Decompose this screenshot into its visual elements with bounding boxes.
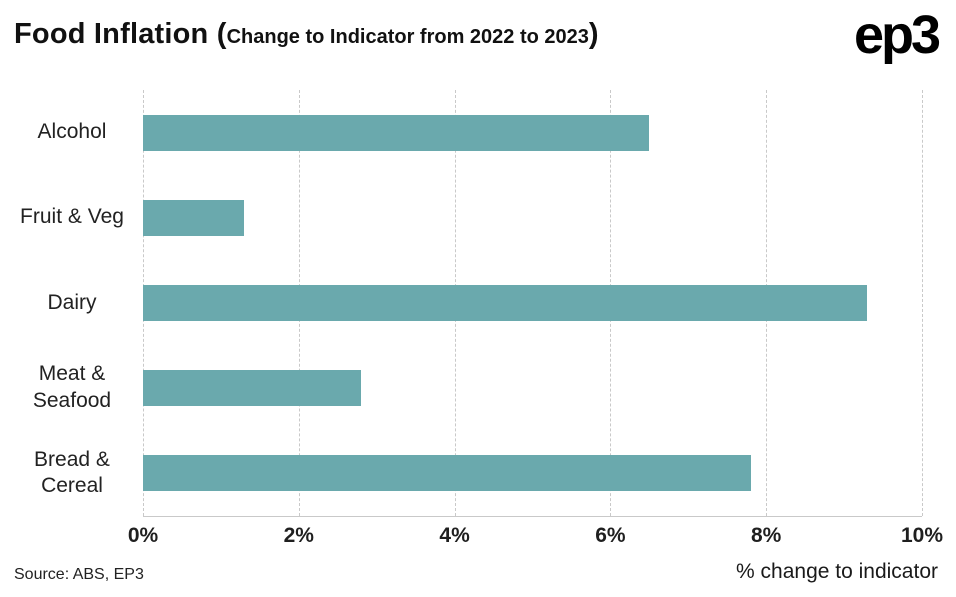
bar-alcohol (143, 114, 650, 151)
chart-title: Food Inflation (Change to Indicator from… (14, 10, 599, 51)
x-tick-label: 4% (439, 524, 470, 547)
title-suffix: ) (588, 18, 599, 50)
title-prefix: Food Inflation ( (14, 18, 227, 50)
x-tick-label: 0% (127, 524, 159, 547)
x-axis-label: % change to indicator (736, 560, 938, 583)
title-subtitle: Change to Indicator from 2022 to 2023 (226, 26, 589, 48)
category-labels: Alcohol Fruit & Veg Dairy Meat & Seafood Bre… (4, 90, 140, 516)
gridline (922, 90, 923, 516)
source-note: Source: ABS, EP3 (14, 566, 144, 583)
x-tick-label: 6% (595, 524, 626, 547)
x-tick-label: 2% (283, 524, 314, 547)
header: Food Inflation (Change to Indicator from… (14, 5, 941, 65)
category-label: Dairy (47, 290, 97, 314)
x-tick-label: 8% (751, 524, 782, 547)
category-label: Alcohol (37, 120, 107, 144)
category-label: Bread & Cereal (34, 447, 110, 498)
x-axis-ticks: 0% 2% 4% 6% 8% 10% (128, 524, 943, 552)
category-label: Meat & Seafood (32, 362, 112, 413)
plot-area (143, 90, 923, 517)
bar-meat-seafood (143, 370, 362, 407)
ep3-logo: ep3 (853, 5, 941, 65)
x-tick-label: 10% (900, 524, 944, 547)
bar-fruit-veg (143, 199, 245, 236)
bar-dairy (143, 285, 868, 321)
bar-bread-cereal (143, 455, 751, 492)
category-label: Fruit & Veg (20, 205, 124, 229)
